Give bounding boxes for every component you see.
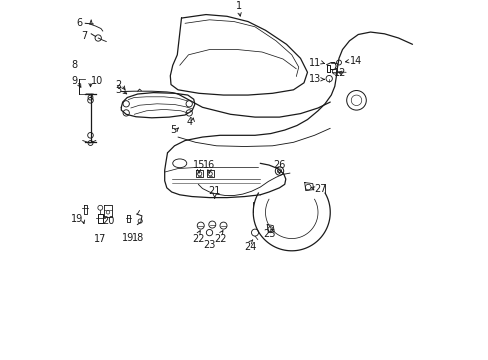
Text: 19: 19 bbox=[70, 214, 82, 224]
Text: 3: 3 bbox=[115, 85, 121, 95]
Text: 12: 12 bbox=[333, 68, 346, 78]
Text: 2: 2 bbox=[115, 80, 121, 90]
Text: 19: 19 bbox=[122, 233, 134, 243]
Text: 14: 14 bbox=[349, 56, 361, 66]
Text: 26: 26 bbox=[273, 159, 285, 170]
Text: 7: 7 bbox=[81, 31, 87, 41]
Text: 22: 22 bbox=[214, 234, 226, 244]
Text: 24: 24 bbox=[244, 242, 257, 252]
Text: 27: 27 bbox=[314, 184, 326, 194]
Text: 22: 22 bbox=[192, 234, 204, 244]
Text: 1: 1 bbox=[236, 1, 242, 11]
Text: 16: 16 bbox=[203, 159, 215, 170]
Text: 15: 15 bbox=[192, 159, 205, 170]
Text: 5: 5 bbox=[170, 125, 176, 135]
Text: 11: 11 bbox=[308, 58, 321, 68]
Text: 17: 17 bbox=[94, 234, 106, 244]
Text: 18: 18 bbox=[131, 233, 143, 243]
Text: 21: 21 bbox=[208, 185, 221, 195]
Text: 6: 6 bbox=[77, 18, 82, 28]
Text: 4: 4 bbox=[186, 117, 192, 127]
Text: 23: 23 bbox=[203, 240, 215, 250]
Text: 13: 13 bbox=[308, 74, 321, 84]
Text: 8: 8 bbox=[71, 60, 77, 70]
Text: 10: 10 bbox=[90, 76, 102, 86]
Text: 25: 25 bbox=[263, 229, 275, 239]
Text: 20: 20 bbox=[102, 216, 114, 226]
Text: 9: 9 bbox=[71, 76, 77, 86]
